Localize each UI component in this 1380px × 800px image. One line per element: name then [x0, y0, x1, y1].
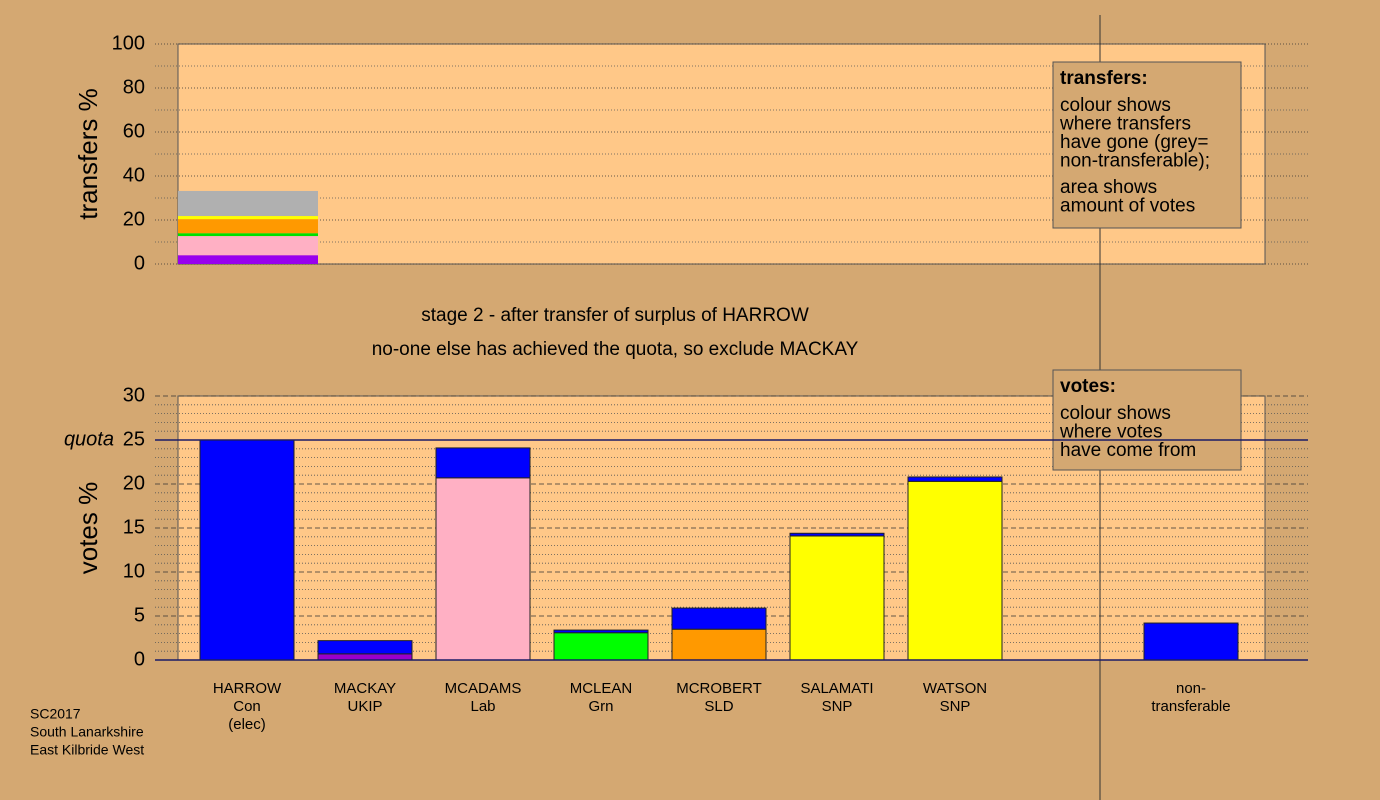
legend-text: area shows: [1060, 177, 1157, 198]
y-tick-label: 5: [134, 604, 145, 626]
y-tick-label: 80: [123, 76, 145, 98]
legend-box: [1052, 369, 1242, 471]
x-tick-label: MCADAMS: [445, 680, 522, 697]
y-tick-label: 20: [123, 472, 145, 494]
x-tick-label: Lab: [470, 698, 495, 715]
x-tick-label: SLD: [704, 698, 733, 715]
bar-segment: [435, 477, 531, 661]
footer-text: South Lanarkshire: [30, 724, 144, 740]
x-tick-label: SNP: [822, 698, 853, 715]
footer-text: SC2017: [30, 706, 81, 722]
legend-text: where votes: [1059, 422, 1162, 443]
legend-text: colour shows: [1060, 403, 1171, 424]
bar-segment: [199, 439, 295, 661]
x-tick-label: Grn: [588, 698, 613, 715]
x-tick-label: Con: [233, 698, 261, 715]
y-tick-label: 30: [123, 384, 145, 406]
legend-title: transfers:: [1060, 68, 1148, 89]
y-axis-label: transfers %: [73, 88, 103, 220]
x-tick-label: MCROBERT: [676, 680, 762, 697]
y-axis-label: votes %: [73, 482, 103, 575]
bar-segment: [317, 653, 413, 661]
y-tick-label: 25: [123, 428, 145, 450]
legend-title: votes:: [1060, 376, 1116, 397]
x-tick-label: SALAMATI: [800, 680, 873, 697]
x-tick-label: MACKAY: [334, 680, 396, 697]
y-tick-label: 0: [134, 252, 145, 274]
bar-segment: [317, 640, 413, 655]
y-tick-label: 60: [123, 120, 145, 142]
y-tick-label: 15: [123, 516, 145, 538]
legend-text: amount of votes: [1060, 196, 1195, 217]
bar-segment: [178, 233, 318, 237]
x-tick-label: SNP: [940, 698, 971, 715]
legend-text: where transfers: [1059, 114, 1191, 135]
x-tick-label: non-: [1176, 680, 1206, 697]
x-tick-label: WATSON: [923, 680, 987, 697]
y-tick-label: 10: [123, 560, 145, 582]
y-tick-label: 40: [123, 164, 145, 186]
bar-segment: [789, 535, 885, 661]
bar-segment: [789, 532, 885, 537]
footer-text: East Kilbride West: [30, 742, 144, 758]
y-tick-label: 100: [112, 32, 145, 54]
x-tick-label: transferable: [1151, 698, 1230, 715]
bar-segment: [553, 629, 649, 634]
bar-segment: [178, 216, 318, 220]
bar-segment: [907, 476, 1003, 482]
y-tick-label: 0: [134, 648, 145, 670]
x-tick-label: HARROW: [213, 680, 282, 697]
quota-label: quota: [64, 428, 114, 450]
legend-text: colour shows: [1060, 95, 1171, 116]
bar-segment: [671, 607, 767, 630]
x-tick-label: MCLEAN: [570, 680, 633, 697]
bar-segment: [1143, 622, 1239, 661]
bar-segment: [178, 255, 318, 264]
legend-box: [1052, 61, 1242, 229]
bar-segment: [178, 219, 318, 234]
chart-title: no-one else has achieved the quota, so e…: [372, 339, 859, 360]
bar-segment: [178, 190, 318, 217]
bar-segment: [671, 628, 767, 661]
legend-text: have gone (grey=: [1060, 132, 1208, 153]
x-tick-label: UKIP: [347, 698, 382, 715]
legend-text: non-transferable);: [1060, 151, 1210, 172]
bar-segment: [178, 236, 318, 256]
bar-segment: [907, 480, 1003, 661]
x-tick-label: (elec): [228, 716, 266, 733]
bar-segment: [435, 447, 531, 479]
bar-segment: [553, 632, 649, 661]
chart-title: stage 2 - after transfer of surplus of H…: [421, 305, 809, 326]
legend-text: have come from: [1060, 440, 1196, 461]
y-tick-label: 20: [123, 208, 145, 230]
